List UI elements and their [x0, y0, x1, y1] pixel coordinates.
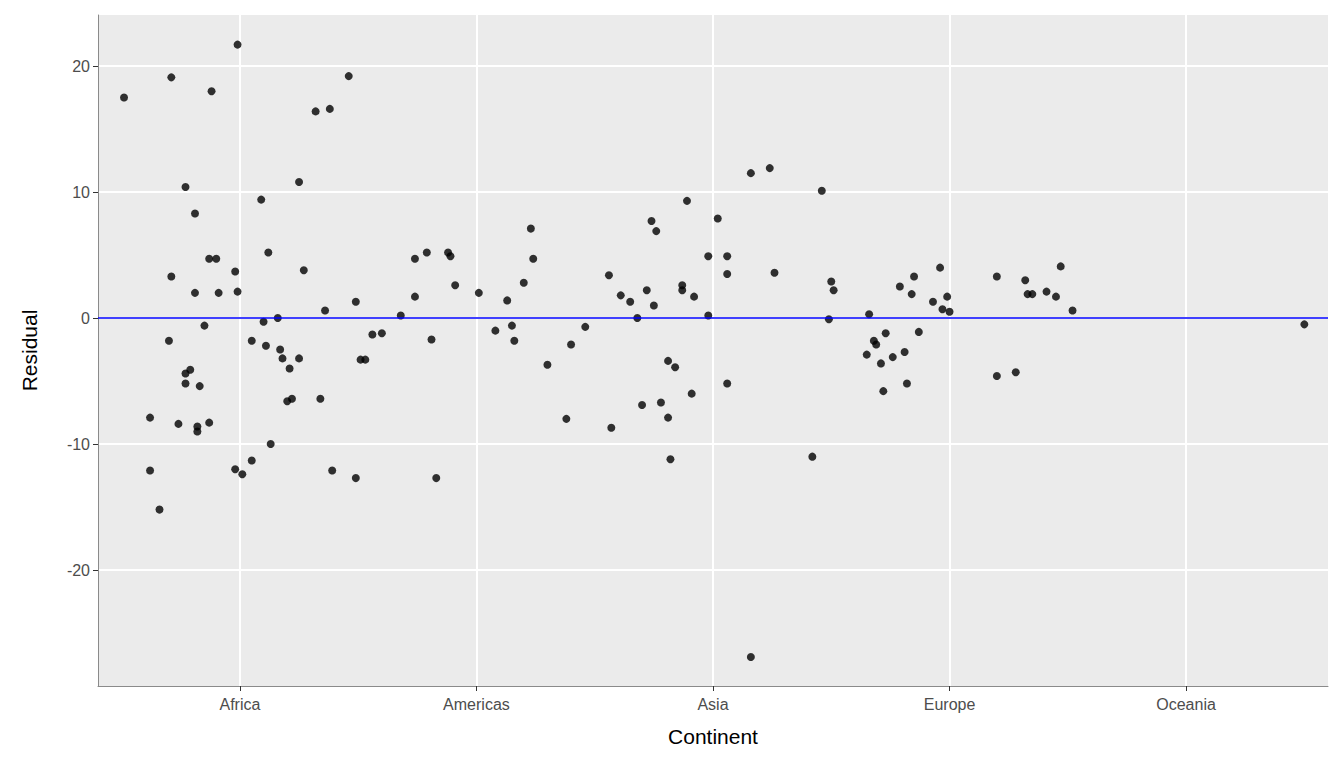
svg-text:-20: -20: [67, 562, 90, 579]
svg-text:10: 10: [72, 184, 90, 201]
svg-text:Residual: Residual: [18, 310, 41, 392]
svg-text:-10: -10: [67, 436, 90, 453]
svg-text:20: 20: [72, 58, 90, 75]
svg-text:Europe: Europe: [924, 696, 976, 713]
svg-text:Asia: Asia: [697, 696, 728, 713]
svg-text:Oceania: Oceania: [1156, 696, 1216, 713]
svg-text:Americas: Americas: [443, 696, 510, 713]
svg-text:Africa: Africa: [219, 696, 260, 713]
svg-text:Continent: Continent: [668, 725, 758, 748]
svg-text:0: 0: [81, 310, 90, 327]
